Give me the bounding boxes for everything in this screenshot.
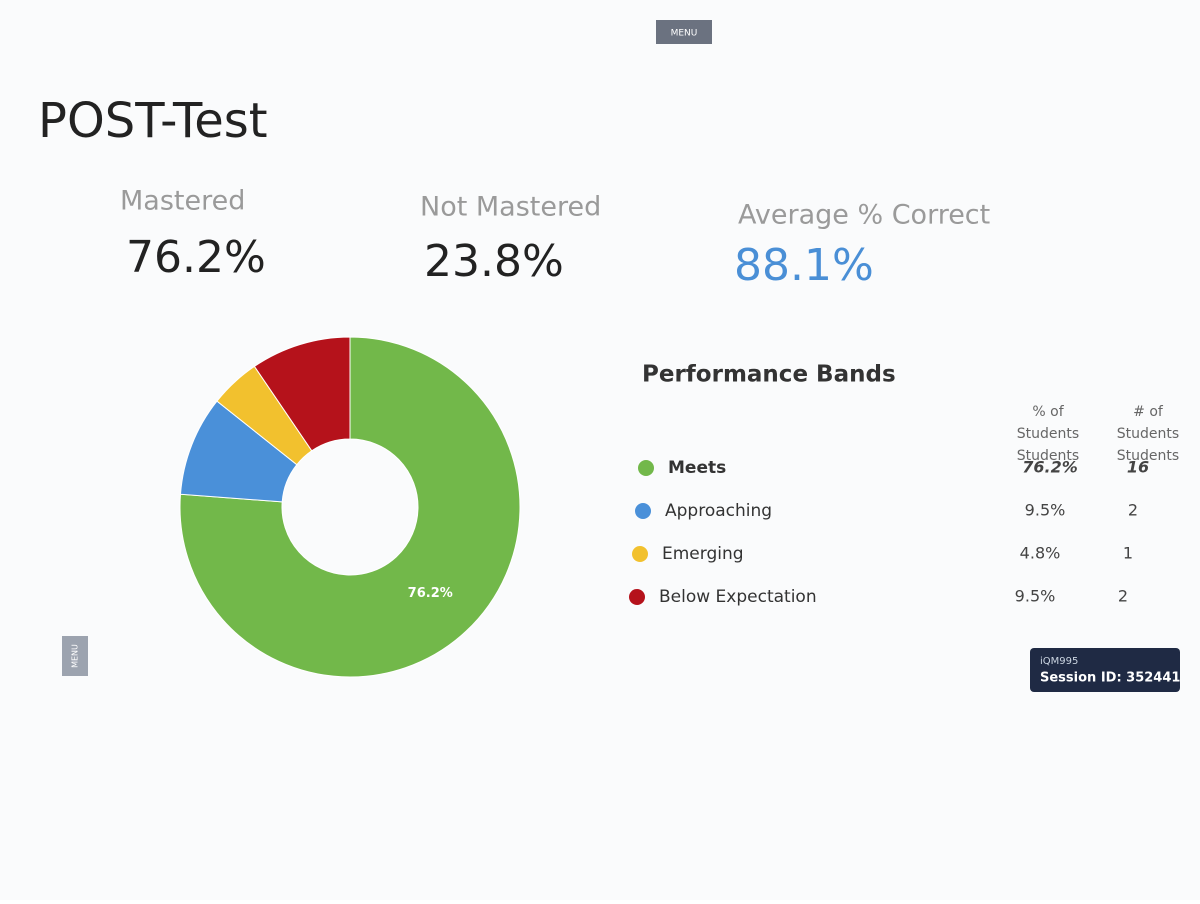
percent-cell: 9.5% — [1015, 587, 1056, 606]
percent-cell: 76.2% — [1022, 458, 1078, 477]
session-box — [1030, 648, 1180, 692]
legend-dot — [632, 546, 648, 562]
menu-label[interactable]: MENU — [671, 29, 698, 39]
stat-value: 23.8% — [424, 236, 564, 287]
side-menu-button[interactable] — [62, 636, 88, 676]
count-cell: 2 — [1118, 587, 1128, 606]
legend-dot — [635, 503, 651, 519]
stat-value: 88.1% — [734, 240, 874, 291]
percent-cell: 4.8% — [1020, 544, 1061, 563]
legend-label: Emerging — [662, 544, 744, 564]
side-menu-label[interactable]: MENU — [71, 644, 80, 668]
stat-value: 76.2% — [126, 232, 266, 283]
count-cell: 16 — [1127, 458, 1149, 477]
chart-title: Performance Bands — [642, 362, 896, 388]
legend-label: Below Expectation — [659, 587, 817, 607]
donut-slice — [253, 336, 351, 452]
stat-label: Not Mastered — [420, 192, 601, 223]
stat-label: Mastered — [120, 186, 245, 217]
legend-dot — [629, 589, 645, 605]
column-header: % of Students Students — [1017, 404, 1079, 464]
legend-label: Meets — [668, 458, 726, 478]
legend-dot — [638, 460, 654, 476]
count-cell: 1 — [1123, 544, 1133, 563]
page-title: POST-Test — [38, 93, 268, 149]
menu-button[interactable] — [656, 20, 712, 44]
legend-label: Approaching — [665, 501, 772, 521]
donut-slice — [179, 336, 521, 678]
session-code: iQM995 — [1040, 656, 1078, 667]
column-header: # of Students Students — [1117, 404, 1179, 464]
session-id: Session ID: 352441 — [1040, 671, 1180, 686]
stat-label: Average % Correct — [738, 200, 990, 231]
slice-label: 76.2% — [408, 586, 453, 601]
count-cell: 2 — [1128, 501, 1138, 520]
percent-cell: 9.5% — [1025, 501, 1066, 520]
